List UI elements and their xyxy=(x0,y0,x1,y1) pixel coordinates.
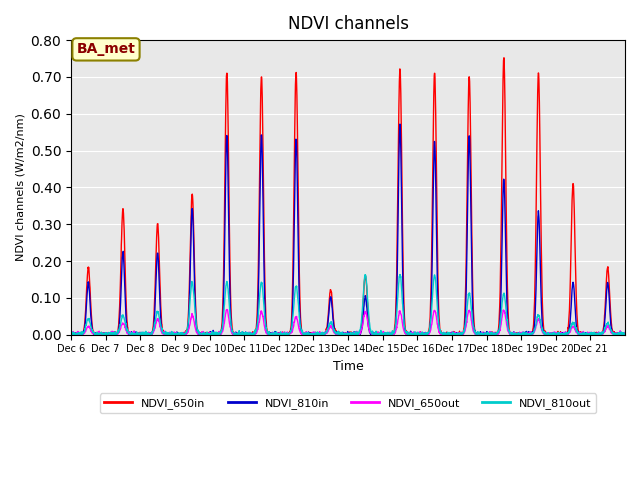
NDVI_650in xyxy=(515,331,523,337)
NDVI_650in xyxy=(614,331,621,337)
NDVI_650out xyxy=(99,332,107,337)
NDVI_650in xyxy=(559,332,567,337)
NDVI_650out xyxy=(67,331,75,337)
NDVI_810in xyxy=(242,331,250,337)
NDVI_810in xyxy=(67,330,75,336)
NDVI_810out xyxy=(207,332,214,337)
NDVI_810in xyxy=(547,332,554,337)
NDVI_810out xyxy=(547,331,554,337)
NDVI_650in xyxy=(381,332,389,337)
NDVI_650in xyxy=(547,331,554,336)
NDVI_650out xyxy=(547,332,554,337)
NDVI_810out xyxy=(396,272,404,277)
NDVI_810in xyxy=(614,331,621,336)
NDVI_650out xyxy=(382,331,390,336)
NDVI_650in xyxy=(122,305,130,311)
NDVI_650out xyxy=(123,329,131,335)
NDVI_810out xyxy=(614,332,621,337)
NDVI_650out xyxy=(243,331,250,336)
X-axis label: Time: Time xyxy=(333,360,364,373)
Line: NDVI_810in: NDVI_810in xyxy=(71,124,625,335)
NDVI_650out xyxy=(621,330,629,336)
NDVI_810in xyxy=(515,332,523,337)
NDVI_650out xyxy=(223,307,230,312)
Y-axis label: NDVI channels (W/m2/nm): NDVI channels (W/m2/nm) xyxy=(15,113,25,261)
Text: BA_met: BA_met xyxy=(77,42,136,56)
NDVI_650in xyxy=(621,332,629,337)
NDVI_810out xyxy=(381,330,389,336)
NDVI_810in xyxy=(621,331,629,337)
NDVI_650out xyxy=(614,332,621,337)
NDVI_810in xyxy=(396,121,404,127)
NDVI_810out xyxy=(122,326,130,332)
NDVI_810out xyxy=(621,331,629,336)
NDVI_810in xyxy=(309,332,317,337)
NDVI_650in xyxy=(242,332,250,337)
NDVI_650out xyxy=(515,332,523,337)
NDVI_810in xyxy=(122,320,130,325)
Line: NDVI_650in: NDVI_650in xyxy=(71,58,625,335)
NDVI_650in xyxy=(500,55,508,60)
NDVI_810out xyxy=(515,330,523,336)
NDVI_810out xyxy=(67,331,75,337)
Line: NDVI_810out: NDVI_810out xyxy=(71,275,625,335)
NDVI_810out xyxy=(243,330,250,336)
NDVI_810in xyxy=(381,332,389,337)
Legend: NDVI_650in, NDVI_810in, NDVI_650out, NDVI_810out: NDVI_650in, NDVI_810in, NDVI_650out, NDV… xyxy=(100,393,596,413)
Line: NDVI_650out: NDVI_650out xyxy=(71,310,625,335)
Title: NDVI channels: NDVI channels xyxy=(287,15,408,33)
NDVI_650in xyxy=(67,331,75,337)
